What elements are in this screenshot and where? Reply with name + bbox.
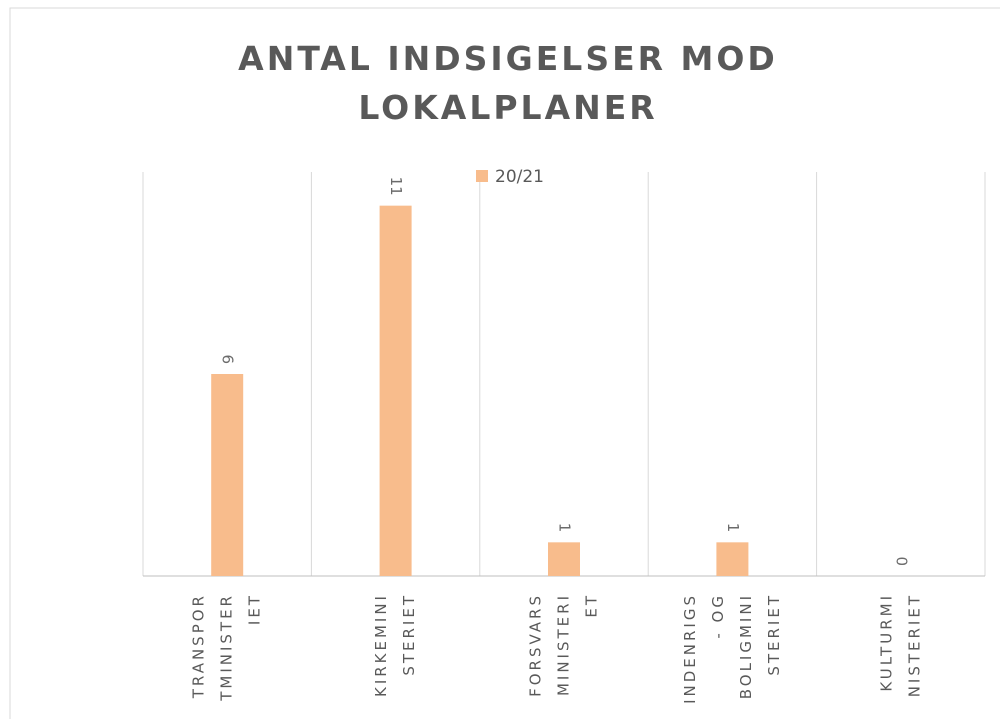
x-tick-label: STERIET <box>400 593 418 676</box>
x-tick-label: MINISTERI <box>555 593 573 696</box>
x-tick-label: KIRKEMINI <box>372 593 390 697</box>
x-tick-label: TRANSPOR <box>190 593 208 699</box>
data-label: 1 <box>556 523 574 533</box>
x-tick-label: TMINISTER <box>218 593 236 702</box>
bar <box>211 374 244 576</box>
x-tick-label: BOLIGMINI <box>737 593 755 699</box>
legend-swatch <box>476 170 488 182</box>
data-label: 11 <box>387 177 405 196</box>
data-label: 1 <box>724 523 742 533</box>
x-tick-label: - OG <box>709 593 727 639</box>
bar <box>379 205 412 576</box>
chart-border <box>9 7 1000 719</box>
chart-title: ANTAL INDSIGELSER MOD <box>238 39 778 78</box>
chart-title: LOKALPLANER <box>358 88 657 127</box>
data-label: 0 <box>892 556 910 566</box>
x-tick-label: KULTURMI <box>877 593 895 692</box>
legend-label: 20/21 <box>495 167 544 187</box>
x-tick-label: INDENRIGS <box>681 593 699 704</box>
x-tick-label: ET <box>583 593 601 618</box>
bar <box>716 542 749 576</box>
x-tick-label: NISTERIET <box>905 593 923 697</box>
data-label: 6 <box>219 354 237 364</box>
x-tick-label: FORSVARS <box>527 593 545 697</box>
x-tick-label: IET <box>246 593 264 625</box>
x-tick-label: STERIET <box>765 593 783 676</box>
bar <box>548 542 580 576</box>
